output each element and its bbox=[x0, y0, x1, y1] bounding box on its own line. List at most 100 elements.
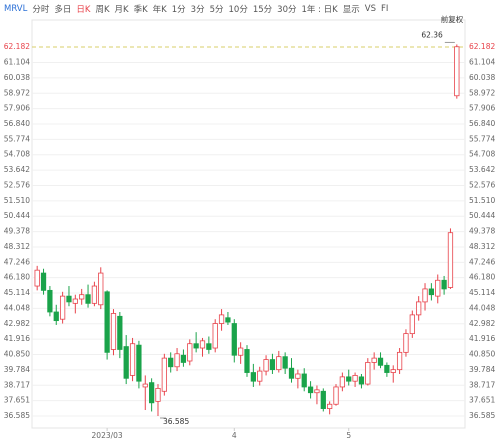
candle-body bbox=[416, 301, 422, 316]
y-tick-label-right: 51.510 bbox=[469, 196, 495, 205]
candle-body bbox=[250, 372, 256, 382]
y-tick-label-right: 55.774 bbox=[469, 134, 495, 143]
candle-body bbox=[212, 323, 218, 349]
candle-body bbox=[282, 356, 288, 369]
candle-body bbox=[384, 364, 390, 373]
candle-body bbox=[314, 389, 320, 394]
candle-body bbox=[104, 291, 110, 353]
candle-body bbox=[358, 376, 365, 385]
y-tick-label: 62.182 bbox=[4, 42, 30, 51]
candle-body bbox=[136, 344, 142, 382]
candle-body bbox=[47, 289, 53, 313]
y-tick-label: 38.717 bbox=[4, 380, 30, 389]
candle-body bbox=[218, 314, 225, 324]
candle-body bbox=[263, 359, 269, 372]
toolbar-item[interactable]: 多日 bbox=[54, 5, 72, 15]
y-tick-label-right: 62.182 bbox=[469, 42, 495, 51]
toolbar-item[interactable]: 1年 : 日K bbox=[301, 5, 338, 15]
candle-body bbox=[91, 285, 98, 304]
y-tick-label-right: 61.104 bbox=[469, 58, 495, 67]
candle-body bbox=[66, 295, 72, 303]
y-tick-label: 51.510 bbox=[4, 196, 30, 205]
toolbar-item[interactable]: 1分 bbox=[171, 5, 186, 15]
toolbar-item[interactable]: 分时 bbox=[32, 5, 50, 15]
toolbar-item[interactable]: 月K bbox=[114, 5, 129, 15]
y-tick-label-right: 36.585 bbox=[469, 411, 495, 420]
candle-body bbox=[161, 357, 167, 392]
toolbar-item[interactable]: 10分 bbox=[228, 5, 248, 15]
x-tick-label: 5 bbox=[346, 431, 351, 440]
candle-body bbox=[110, 313, 117, 350]
toolbar-item[interactable]: 季K bbox=[133, 5, 148, 15]
y-tick-label-right: 54.708 bbox=[469, 150, 495, 159]
candle-body bbox=[155, 387, 161, 402]
y-tick-label: 52.576 bbox=[4, 180, 30, 189]
candle-body bbox=[85, 294, 91, 304]
candle-body bbox=[257, 370, 263, 382]
candle-body bbox=[142, 383, 148, 388]
candle-body bbox=[327, 403, 333, 409]
candle-body bbox=[428, 288, 435, 296]
y-tick-label-right: 60.038 bbox=[469, 73, 495, 82]
toolbar-item[interactable]: 30分 bbox=[277, 5, 297, 15]
y-tick-label: 48.312 bbox=[4, 242, 30, 251]
candle-body bbox=[59, 295, 66, 320]
y-tick-label: 41.916 bbox=[4, 334, 30, 343]
candle-body bbox=[301, 373, 307, 388]
toolbar-item[interactable]: 年K bbox=[152, 5, 167, 15]
y-tick-label-right: 37.651 bbox=[469, 396, 495, 405]
candle-body bbox=[168, 357, 174, 368]
candle-body bbox=[40, 272, 47, 291]
y-tick-label-right: 41.916 bbox=[469, 334, 495, 343]
y-tick-label: 50.444 bbox=[4, 211, 30, 220]
y-tick-label-right: 47.246 bbox=[469, 257, 495, 266]
y-tick-label-right: 46.180 bbox=[469, 273, 495, 282]
toolbar-item[interactable]: 15分 bbox=[252, 5, 273, 15]
candle-body bbox=[129, 343, 136, 376]
toolbar-item[interactable]: 5分 bbox=[209, 5, 224, 15]
candle-body bbox=[454, 46, 460, 97]
candle-body bbox=[225, 317, 231, 323]
candle-body bbox=[371, 357, 377, 363]
toolbar-item[interactable]: 显示 bbox=[342, 5, 360, 15]
toolbar-item[interactable]: MRVL bbox=[4, 4, 28, 14]
candle-body bbox=[390, 369, 396, 373]
y-tick-label: 36.585 bbox=[4, 411, 30, 420]
y-tick-label: 47.246 bbox=[4, 257, 30, 266]
candle-body bbox=[346, 376, 352, 382]
toolbar-item[interactable]: 周K bbox=[95, 5, 110, 15]
y-tick-label-right: 58.972 bbox=[469, 88, 495, 97]
candle-body bbox=[339, 376, 345, 388]
candle-body bbox=[396, 351, 403, 371]
toolbar-item[interactable]: FI bbox=[380, 4, 389, 14]
x-tick-label: 4 bbox=[232, 431, 237, 440]
candle-body bbox=[244, 349, 250, 373]
min-annotation: 36.585 bbox=[163, 417, 189, 426]
candle-body bbox=[187, 343, 193, 362]
candle-body bbox=[34, 269, 40, 287]
y-tick-label: 61.104 bbox=[4, 58, 30, 67]
candle-body bbox=[79, 294, 85, 300]
y-tick-label: 57.906 bbox=[4, 104, 30, 113]
y-tick-label-right: 49.378 bbox=[469, 227, 495, 236]
candle-body bbox=[409, 314, 415, 335]
y-tick-label-right: 57.906 bbox=[469, 104, 495, 113]
y-tick-label-right: 48.312 bbox=[469, 242, 495, 251]
y-tick-label-right: 50.444 bbox=[469, 211, 495, 220]
toolbar-item[interactable]: 3分 bbox=[190, 5, 205, 15]
y-tick-label: 46.180 bbox=[4, 273, 30, 282]
candle-body bbox=[288, 367, 295, 379]
y-tick-label-right: 53.642 bbox=[469, 165, 495, 174]
y-tick-label-right: 39.784 bbox=[469, 365, 495, 374]
y-tick-label-right: 42.982 bbox=[469, 319, 495, 328]
y-tick-label-right: 52.576 bbox=[469, 180, 495, 189]
candle-body bbox=[295, 373, 301, 379]
y-tick-label: 58.972 bbox=[4, 88, 30, 97]
candle-body bbox=[149, 382, 155, 404]
toolbar-item[interactable]: VS bbox=[364, 4, 376, 14]
toolbar-item[interactable]: 日K bbox=[76, 5, 91, 15]
candle-body bbox=[377, 357, 384, 366]
candle-body bbox=[72, 298, 78, 304]
candle-body bbox=[53, 311, 59, 322]
